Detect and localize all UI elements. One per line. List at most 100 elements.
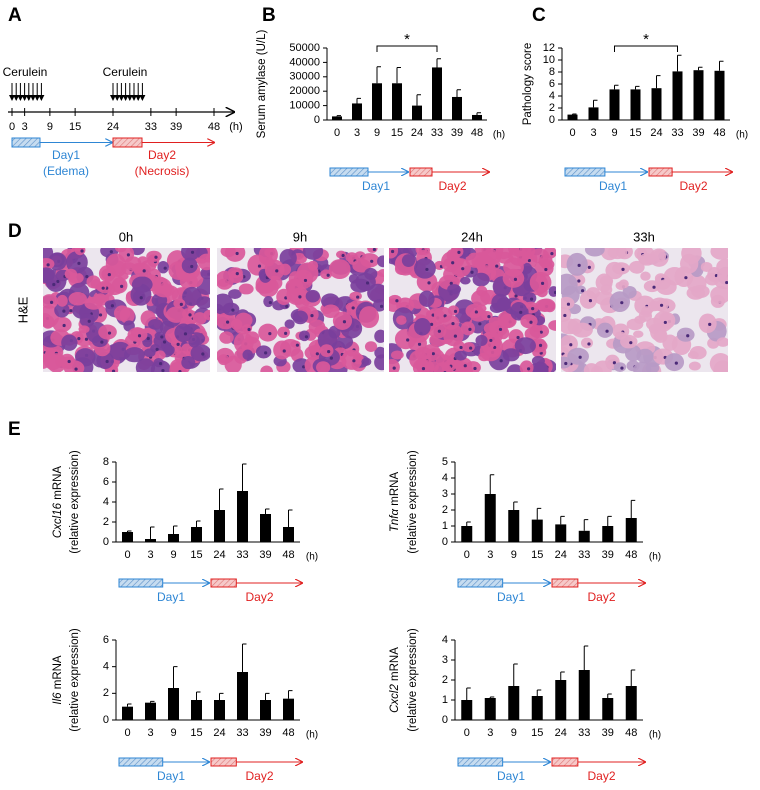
- x-tick-label: 33: [671, 127, 683, 139]
- x-tick-label: 39: [170, 121, 182, 133]
- cell: [174, 323, 193, 343]
- day2-box: [648, 167, 673, 177]
- x-unit: (h): [493, 130, 505, 141]
- cell: [203, 309, 210, 321]
- bar: [283, 698, 294, 720]
- nucleus: [531, 307, 535, 311]
- nucleus: [513, 277, 518, 281]
- cell: [218, 278, 229, 287]
- nucleus: [587, 342, 591, 346]
- bar: [191, 527, 202, 542]
- nucleus: [417, 342, 422, 346]
- day1-label: Day1: [497, 590, 525, 604]
- cell: [519, 360, 534, 372]
- cell: [217, 354, 230, 366]
- nucleus: [209, 315, 210, 318]
- y-tick-label: 4: [442, 472, 448, 484]
- nucleus: [190, 264, 194, 269]
- x-tick-label: 0: [569, 127, 575, 139]
- nucleus: [470, 270, 474, 274]
- nucleus: [451, 321, 455, 326]
- cell: [238, 283, 254, 295]
- day2-box: [210, 757, 237, 767]
- cell: [197, 253, 210, 271]
- x-tick-label: 3: [590, 127, 596, 139]
- day2-box: [551, 757, 579, 767]
- cell: [154, 331, 166, 341]
- nucleus: [514, 294, 518, 298]
- bar: [168, 688, 179, 720]
- histology-label: 0h: [119, 229, 133, 244]
- error-bar: [265, 508, 270, 514]
- gene-name: Il6: [52, 692, 64, 705]
- x-tick-label: 9: [611, 127, 617, 139]
- nucleus: [235, 272, 239, 276]
- y-tick-label: 0: [549, 114, 555, 126]
- error-bar: [677, 54, 682, 72]
- error-bar: [698, 66, 703, 71]
- day2-box: [210, 578, 237, 588]
- nucleus: [161, 369, 165, 372]
- histology-label: 33h: [633, 229, 655, 244]
- error-bar: [196, 691, 201, 700]
- day2-label: Day2: [245, 769, 273, 783]
- nucleus: [159, 361, 163, 366]
- cell: [709, 353, 728, 372]
- error-bar: [173, 525, 178, 534]
- gene-name: Cxcl2: [389, 684, 401, 713]
- cell: [548, 320, 556, 331]
- cell: [132, 290, 146, 303]
- cell: [414, 317, 431, 336]
- error-bar: [536, 689, 542, 696]
- cell: [182, 308, 194, 320]
- y-tick-label: 8: [549, 66, 555, 78]
- day1-box: [329, 167, 369, 177]
- cell: [288, 288, 307, 304]
- nucleus: [46, 263, 50, 267]
- nucleus: [62, 323, 66, 328]
- x-tick-label: 39: [692, 127, 704, 139]
- nucleus: [303, 278, 308, 283]
- error-bar: [560, 671, 565, 680]
- cell: [192, 312, 207, 325]
- day1-box: [457, 757, 504, 767]
- nucleus: [474, 310, 478, 314]
- nucleus: [107, 331, 112, 335]
- nucleus: [188, 313, 192, 317]
- cell: [320, 293, 340, 309]
- x-tick-label: 3: [487, 727, 493, 739]
- y-axis-label: Cxcl2 mRNA: [389, 647, 401, 713]
- nucleus: [453, 309, 458, 313]
- cell: [389, 294, 402, 305]
- cell: [293, 269, 314, 290]
- cell: [328, 259, 351, 280]
- cell: [148, 319, 163, 330]
- nucleus: [550, 252, 554, 256]
- cell: [716, 337, 728, 347]
- cell: [298, 330, 310, 342]
- x-tick-label: 24: [650, 127, 662, 139]
- bar: [392, 83, 402, 120]
- error-bar: [242, 643, 247, 672]
- day1-box: [118, 578, 164, 588]
- error-bar: [288, 509, 293, 527]
- nucleus: [725, 280, 728, 285]
- bar: [630, 89, 641, 120]
- nucleus: [139, 296, 143, 300]
- bar: [609, 89, 620, 120]
- nucleus: [69, 309, 73, 313]
- cell: [263, 295, 274, 308]
- x-tick-label: 15: [190, 549, 202, 561]
- significance-label: *: [404, 31, 410, 48]
- cell: [98, 324, 117, 340]
- cell: [163, 344, 175, 356]
- bar: [625, 518, 637, 542]
- bar: [625, 686, 637, 720]
- cell: [524, 327, 541, 341]
- cell: [454, 357, 473, 372]
- cell: [143, 348, 156, 358]
- error-bar: [127, 703, 132, 707]
- x-tick-label: 9: [170, 549, 176, 561]
- cell: [79, 313, 95, 328]
- bar: [168, 534, 179, 542]
